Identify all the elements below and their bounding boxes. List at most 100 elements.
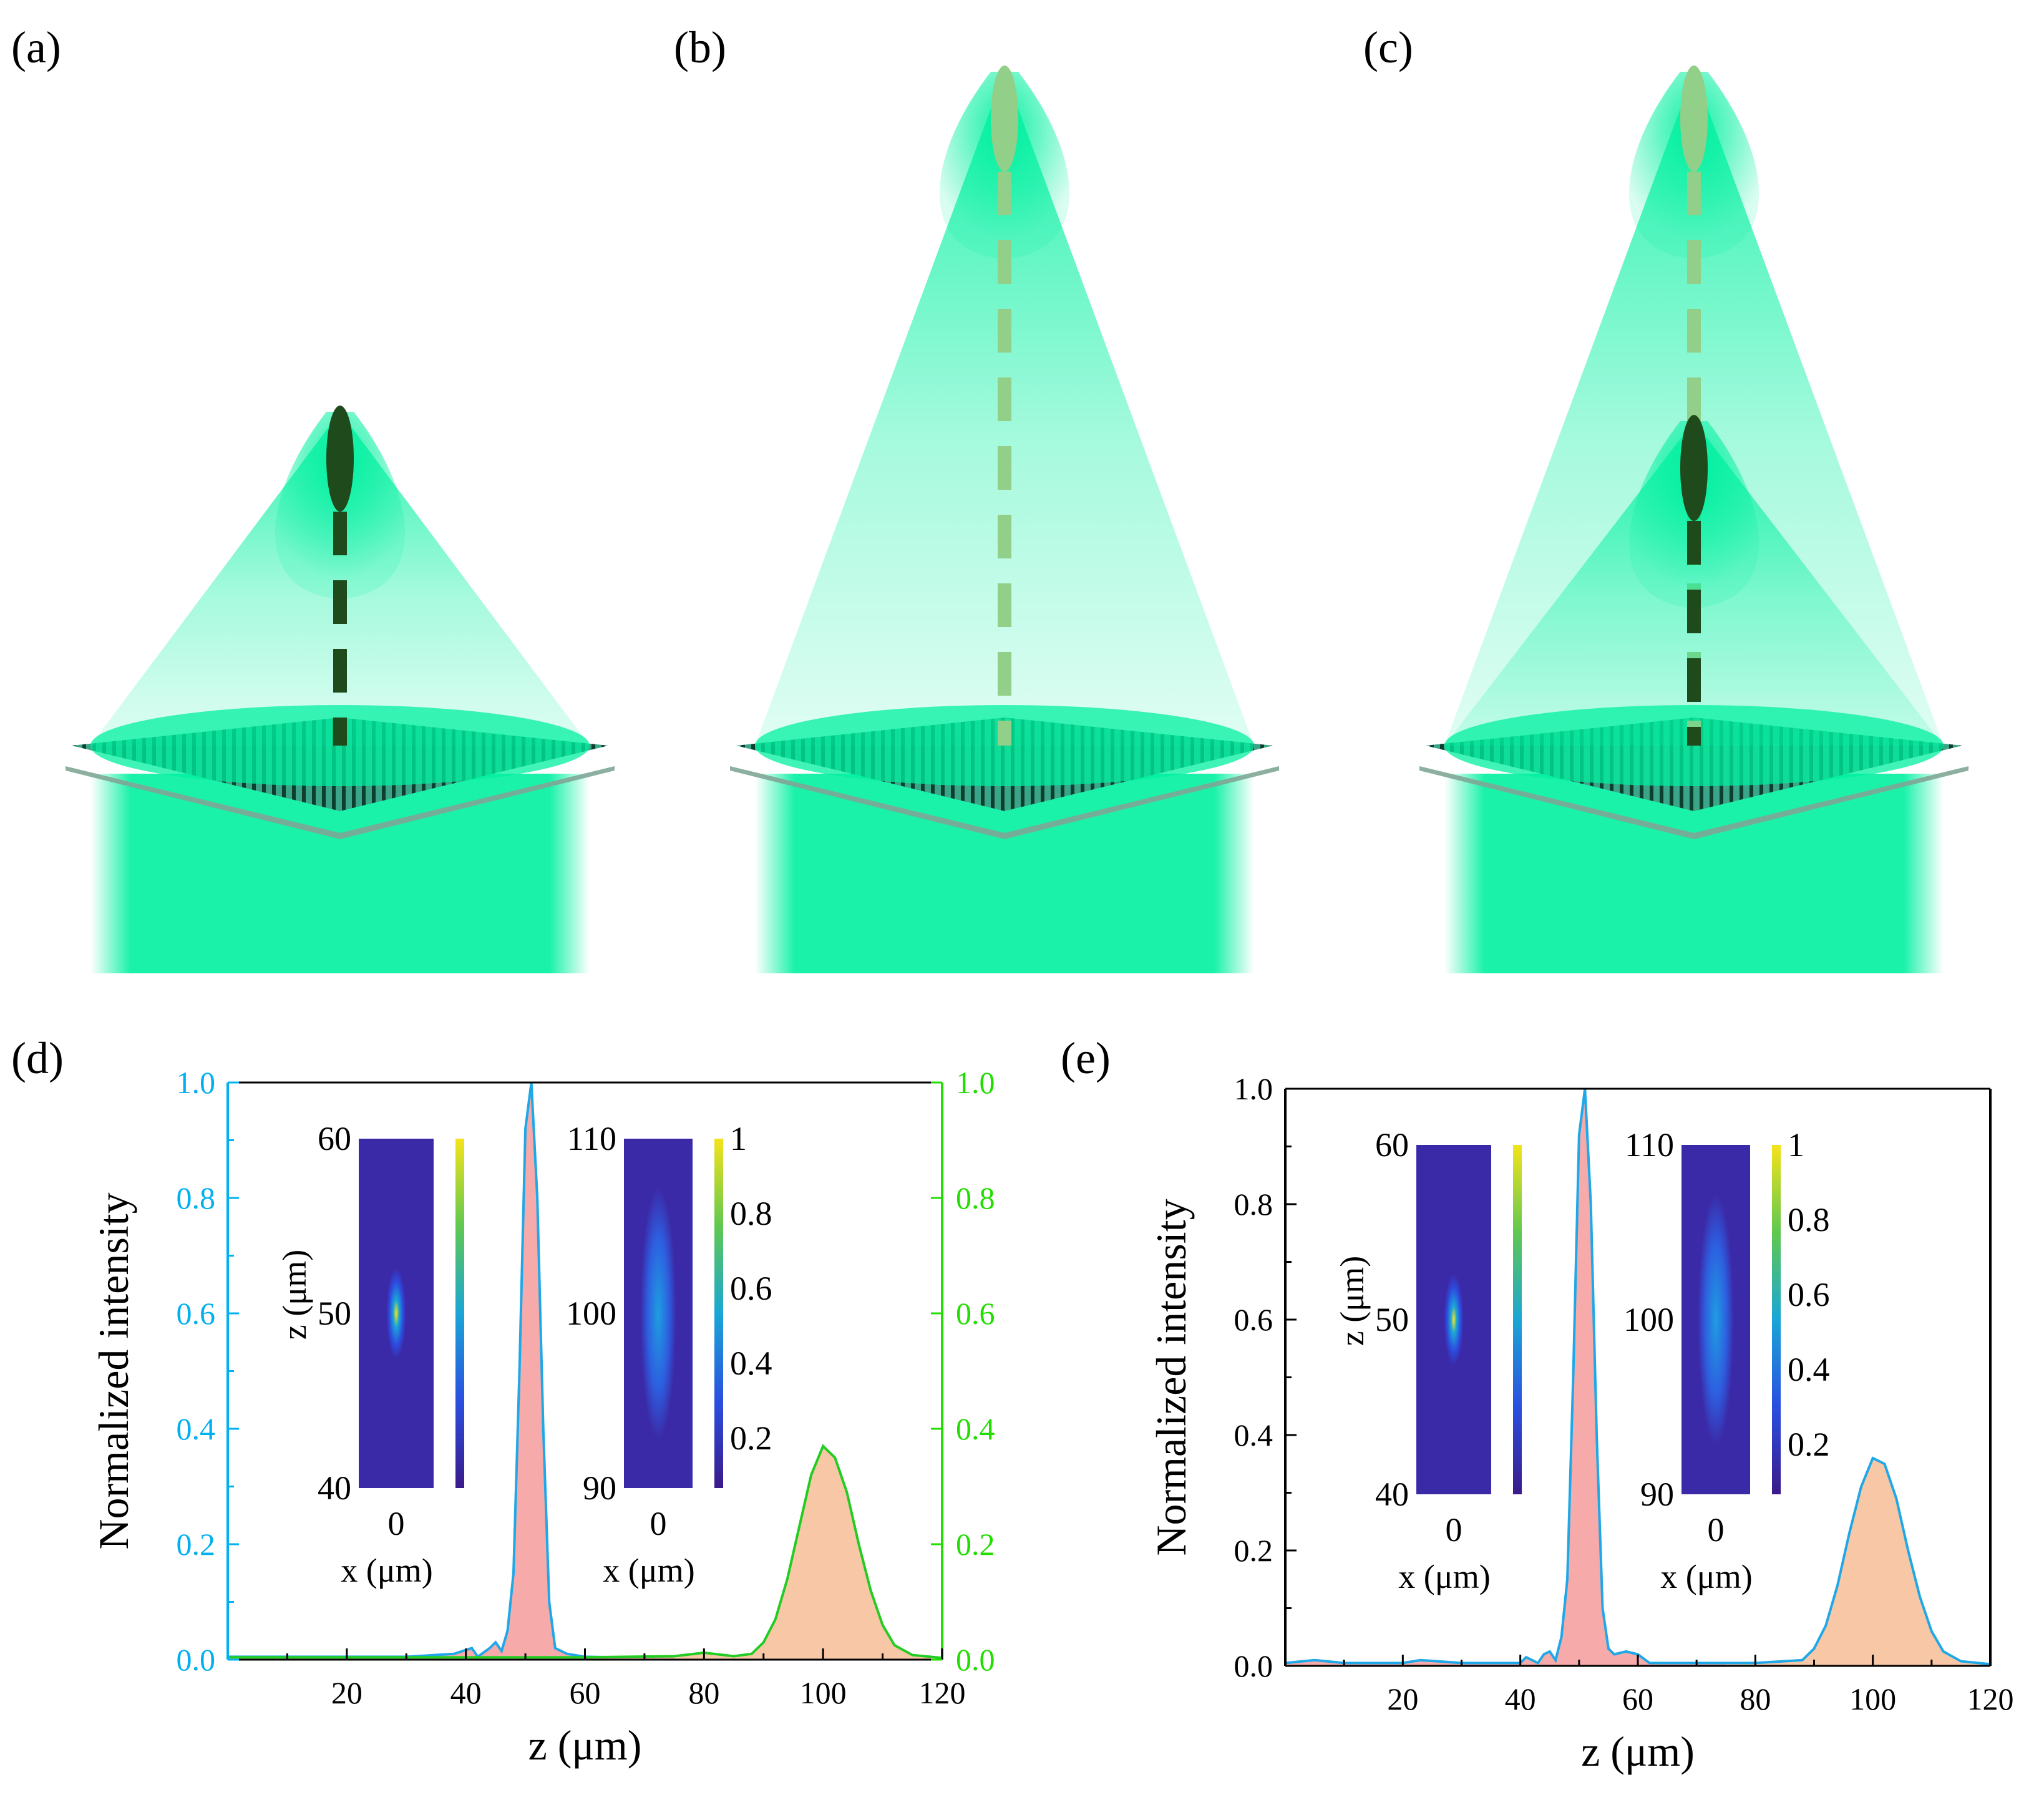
right-y-tick-label: 0.6 [956,1296,995,1331]
inset-spot-1 [1444,1274,1464,1365]
illustration-a [66,406,615,973]
colorbar-tick-label: 0.8 [1788,1201,1830,1238]
y-tick-label: 1.0 [1234,1071,1273,1106]
inset-y-tick-label: 100 [566,1295,616,1332]
x-tick-label: 20 [1387,1681,1418,1716]
y-tick-label: 0.2 [1234,1533,1273,1568]
chart-d: 20 40 60 80 100 1200.00.20.40.60.81.00.00.20.… [90,1065,995,1769]
panel-label-e: (e) [1061,1033,1111,1083]
x-tick-label: 40 [450,1675,482,1710]
x-tick-label: 120 [919,1675,966,1710]
inset-y-tick-label: 50 [1375,1301,1409,1338]
optical-axis-dash [998,240,1011,284]
inset-y-tick-label: 60 [318,1120,351,1157]
optical-axis-dash [333,580,347,624]
focal-spot [1680,415,1708,521]
optical-axis-dash [333,649,347,693]
inset-y-tick-label: 40 [318,1469,351,1507]
inset-x-tick-label: 0 [1446,1511,1462,1549]
inset-x-label: x (μm) [1398,1558,1490,1595]
optical-axis-dash [1687,240,1701,284]
x-tick-label: 60 [1622,1681,1653,1716]
inset-y-label: z (μm) [276,1250,313,1340]
right-y-tick-label: 0.2 [956,1527,995,1562]
x-tick-label: 100 [1849,1681,1896,1716]
focal-spot [991,66,1018,172]
y-tick-label: 0.4 [177,1411,216,1446]
y-axis-label: Normalized intensity [1147,1199,1195,1555]
intensity-curve-right [228,1444,943,1660]
colorbar-tick-label: 0.8 [730,1195,772,1232]
focal-spot [1680,66,1708,172]
panel-label-a: (a) [11,22,61,72]
inset-x-tick-label: 0 [1708,1511,1725,1549]
x-tick-label: 20 [331,1675,363,1710]
peak-area-100 [1726,1458,1990,1666]
y-tick-label: 0.4 [1234,1418,1273,1452]
right-y-tick-label: 0.8 [956,1180,995,1215]
y-tick-label: 0.8 [1234,1187,1273,1222]
y-tick-label: 0.0 [1234,1648,1273,1683]
inset-x-tick-label: 0 [388,1505,405,1542]
right-y-tick-label: 0.4 [956,1411,995,1446]
x-tick-label: 80 [1740,1681,1771,1716]
inset-x-tick-label: 0 [650,1505,667,1542]
inset-y-tick-label: 110 [1625,1126,1674,1164]
y-tick-label: 0.8 [177,1180,216,1215]
optical-axis-dash [1687,521,1701,565]
colorbar-tick-label: 1 [1788,1126,1804,1164]
optical-axis-dash [998,446,1011,490]
intensity-curve-left [228,1082,942,1660]
inset-spot-2 [1698,1194,1734,1446]
y-tick-label: 0.2 [177,1527,216,1562]
optical-axis-dash [1687,309,1701,353]
optical-axis-dash [1687,658,1701,702]
x-axis-label: z (μm) [1581,1728,1695,1775]
x-tick-label: 100 [800,1675,847,1710]
inset-y-tick-label: 90 [1640,1476,1674,1513]
inset-y-tick-label: 90 [583,1469,616,1507]
y-tick-label: 1.0 [177,1065,216,1100]
inset-y-tick-label: 100 [1623,1301,1674,1338]
colorbar-tick-label: 1 [730,1120,747,1157]
optical-axis-dash [998,652,1011,696]
inset-spot-1 [386,1268,406,1359]
panel-label-c: (c) [1363,22,1413,72]
inset-x-label: x (μm) [1660,1558,1752,1595]
colorbar-tick-label: 0.4 [1788,1351,1830,1388]
illustration-c [1419,66,1969,973]
inset-y-tick-label: 60 [1375,1126,1409,1164]
optical-axis-dash [1687,377,1701,421]
inset-x-label: x (μm) [603,1552,694,1589]
optical-axis-dash [998,583,1011,627]
y-axis-label: Normalized intensity [90,1192,137,1549]
x-tick-label: 120 [1967,1681,2014,1716]
inset-y-tick-label: 40 [1375,1476,1409,1513]
colorbar-tick-label: 0.6 [730,1270,772,1307]
right-y-tick-label: 1.0 [956,1065,995,1100]
inset-y-label: z (μm) [1333,1256,1371,1346]
optical-axis-dash [998,721,1011,746]
x-tick-label: 80 [688,1675,719,1710]
y-tick-label: 0.0 [177,1642,216,1677]
optical-axis-dash [1687,590,1701,633]
inset-colorbar-2 [714,1139,723,1488]
optical-axis-dash [998,309,1011,353]
x-tick-label: 40 [1505,1681,1536,1716]
inset-colorbar-1 [1513,1145,1522,1494]
optical-axis-dash [998,172,1011,215]
colorbar-tick-label: 0.4 [730,1345,772,1382]
inset-spot-2 [640,1187,676,1439]
optical-axis-dash [1687,727,1701,746]
inset-colorbar-2 [1772,1145,1781,1494]
focal-spot [326,406,354,512]
y-tick-label: 0.6 [177,1296,216,1331]
panel-label-b: (b) [674,22,726,72]
y-tick-label: 0.6 [1234,1302,1273,1337]
intensity-curve-left [1285,1088,1991,1666]
right-y-tick-label: 0.0 [956,1642,995,1677]
illustration-b [730,66,1279,973]
x-axis-label: z (μm) [528,1721,642,1769]
inset-y-tick-label: 110 [567,1120,616,1157]
